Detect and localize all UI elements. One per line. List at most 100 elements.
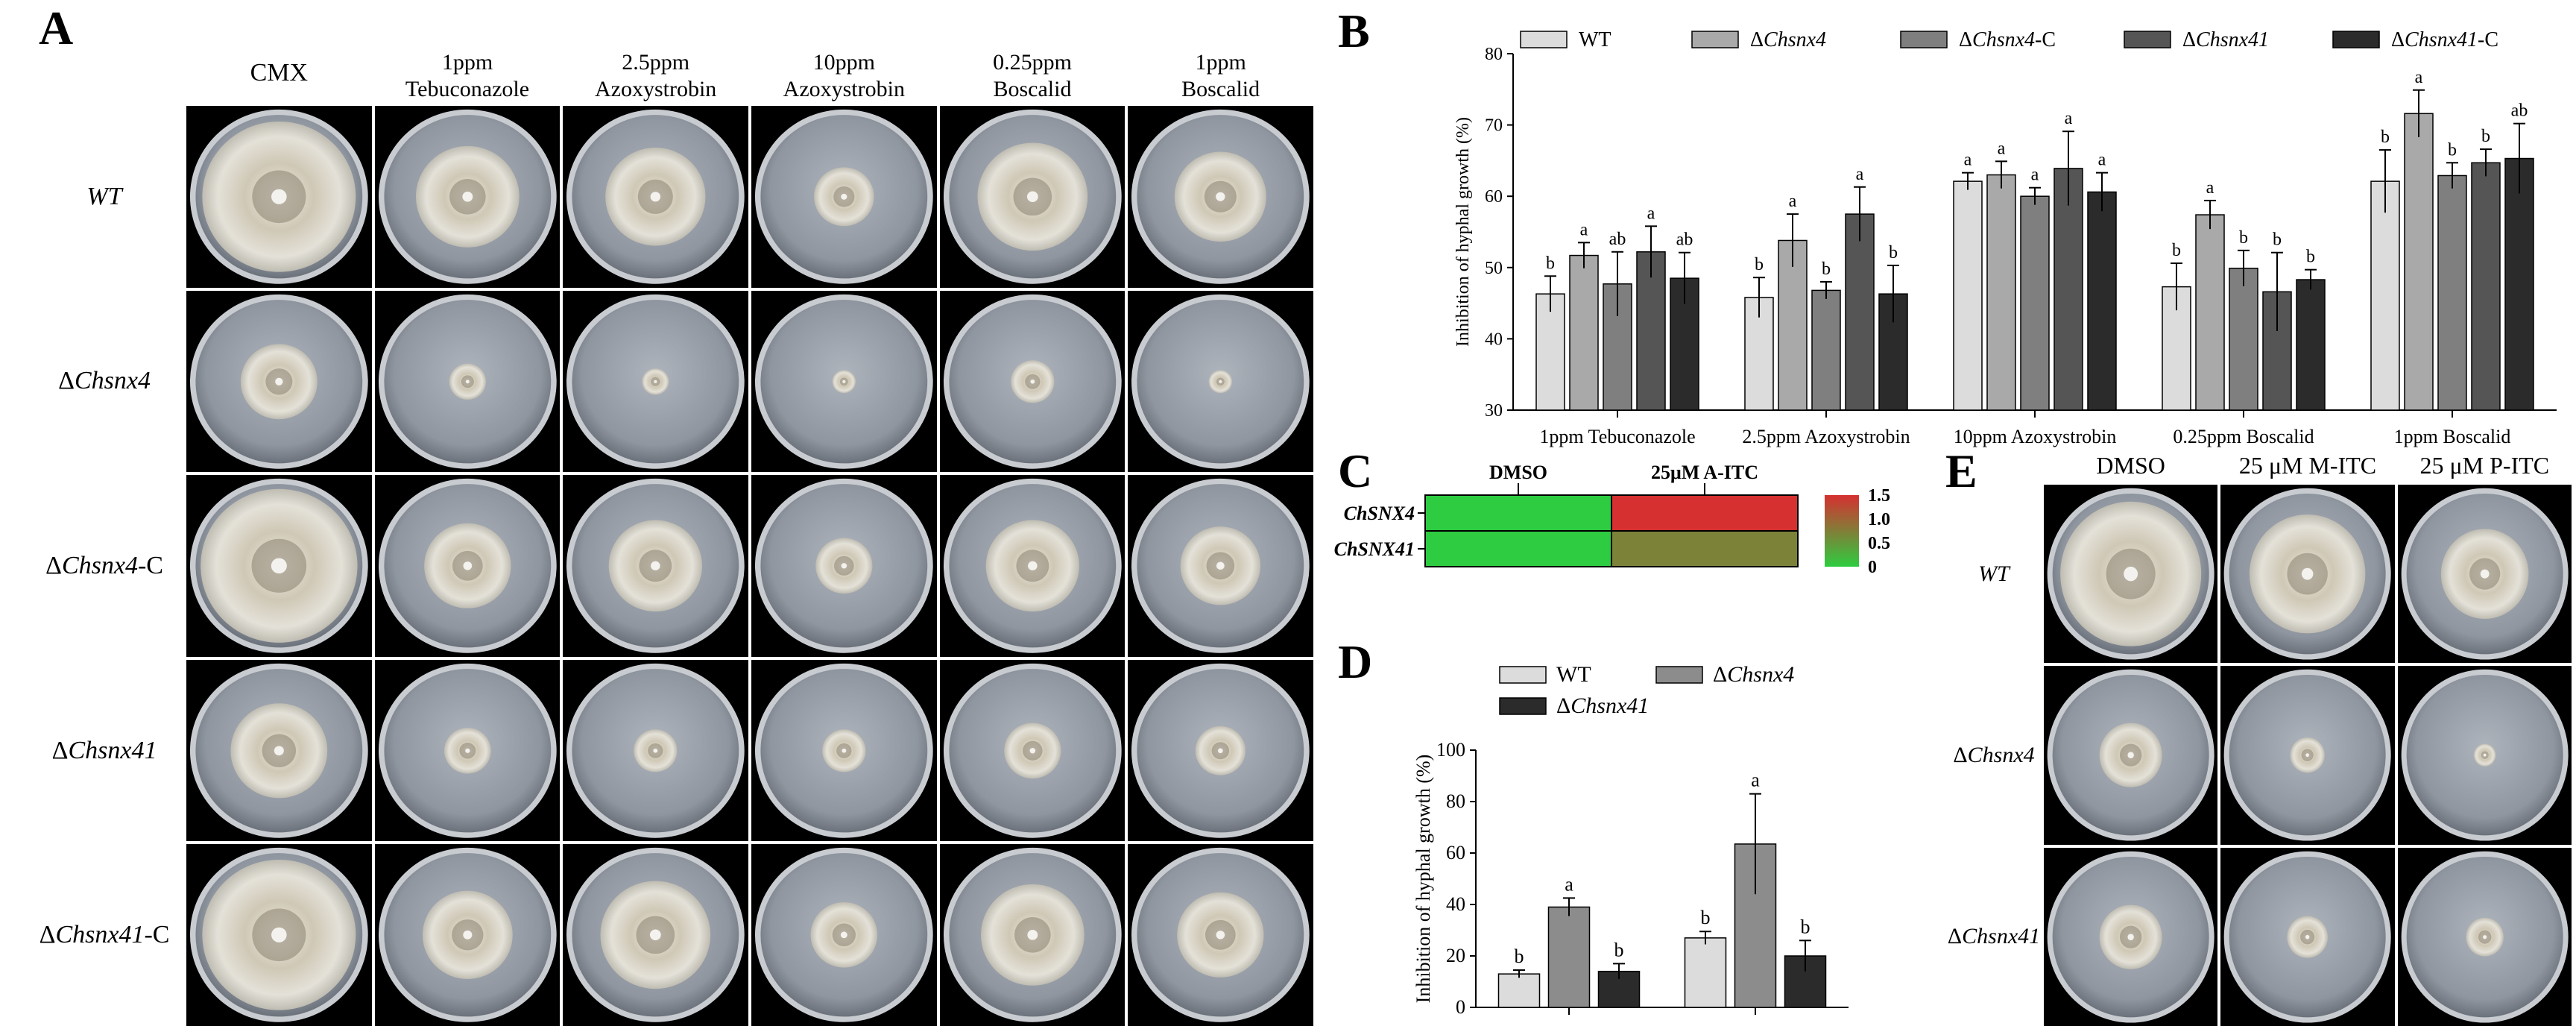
panel-a-plate bbox=[751, 659, 937, 842]
row-label-name: Chsnx4 bbox=[1967, 743, 2035, 767]
panel-e-plate bbox=[2220, 847, 2395, 1026]
panel-letter-d: D bbox=[1338, 635, 1373, 688]
plug bbox=[462, 192, 473, 202]
significance-letter: a bbox=[2065, 109, 2073, 128]
panel-a-plate bbox=[563, 290, 748, 473]
plug bbox=[1027, 930, 1038, 940]
panel-a-plate bbox=[939, 475, 1126, 657]
bar bbox=[1497, 973, 1541, 1008]
bar bbox=[2471, 162, 2501, 411]
panel-a-plate bbox=[563, 659, 748, 842]
significance-letter: a bbox=[1964, 151, 1972, 170]
column-label-line1: 1ppm bbox=[1195, 50, 1246, 75]
significance-letter: b bbox=[1822, 259, 1831, 279]
bar bbox=[1684, 937, 1727, 1008]
column-label-line2: Tebuconazole bbox=[405, 77, 530, 101]
plug bbox=[2127, 934, 2134, 940]
color-scale-label: 1.5 bbox=[1868, 486, 1890, 506]
x-tick-label: 10ppm Azoxystrobin bbox=[1954, 426, 2117, 447]
significance-letter: a bbox=[1789, 192, 1797, 211]
plug bbox=[2480, 569, 2490, 579]
panel-a-plate bbox=[939, 106, 1126, 288]
row-label-prefix: Δ bbox=[45, 552, 62, 579]
significance-letter: ab bbox=[2511, 101, 2528, 121]
panel-a-plate bbox=[186, 475, 372, 657]
row-label-prefix: Δ bbox=[1947, 924, 1963, 949]
legend-swatch bbox=[1520, 31, 1568, 48]
row-label-name: Chsnx4 bbox=[61, 552, 138, 579]
plug bbox=[651, 561, 660, 571]
y-tick-label: 50 bbox=[1485, 259, 1503, 278]
panel-e-plate bbox=[2044, 485, 2218, 664]
panel-a-plate bbox=[563, 475, 748, 657]
panel-a-plate bbox=[563, 844, 748, 1026]
column-label-line1: 10ppm bbox=[812, 50, 875, 75]
panel-a-column-label: 2.5ppm Azoxystrobin bbox=[561, 49, 750, 103]
color-scale-label: 0.5 bbox=[1868, 534, 1890, 553]
panel-a-row-label: ΔChsnx41-C bbox=[22, 920, 186, 950]
bar bbox=[1784, 955, 1827, 1008]
plug bbox=[1026, 191, 1038, 203]
bar bbox=[1535, 293, 1565, 411]
significance-letter: b bbox=[2306, 248, 2315, 267]
row-label-prefix: Δ bbox=[39, 921, 56, 949]
panel-e-row-label: WT bbox=[1945, 559, 2042, 589]
panel-e-plate bbox=[2220, 666, 2395, 845]
plug bbox=[2127, 752, 2134, 759]
panel-a-plate bbox=[186, 106, 372, 288]
bar bbox=[2437, 174, 2467, 411]
panel-letter-a: A bbox=[39, 1, 74, 54]
significance-letter: b bbox=[2481, 127, 2490, 146]
row-label-name: Chsnx41 bbox=[1962, 924, 2041, 949]
plug bbox=[2124, 566, 2138, 582]
significance-letter: b bbox=[1801, 916, 1811, 937]
panel-a-plate bbox=[939, 659, 1126, 842]
panel-b-bar-chart: WT ΔChsnx4 ΔChsnx4-C ΔChsnx41 ΔChsnx41-C 30 40… bbox=[1453, 28, 2557, 447]
panel-e-column-label: 25 μM P-ITC bbox=[2419, 452, 2550, 479]
plug bbox=[1216, 192, 1225, 201]
legend-label: ΔChsnx4-C bbox=[1959, 28, 2056, 51]
legend-label: ΔChsnx41-C bbox=[2391, 28, 2498, 51]
plug bbox=[2482, 934, 2487, 939]
plug bbox=[2305, 753, 2310, 758]
significance-letter: ab bbox=[1609, 230, 1626, 249]
y-tick-label: 100 bbox=[1436, 739, 1465, 761]
x-tick-label: 1ppm Tebuconazole bbox=[1539, 426, 1695, 447]
significance-letter: b bbox=[2381, 128, 2390, 147]
panel-letter-e: E bbox=[1945, 444, 1977, 497]
panel-a-plate bbox=[751, 475, 937, 657]
bar bbox=[2053, 168, 2083, 411]
bar bbox=[2229, 268, 2258, 411]
row-label-prefix: Δ bbox=[58, 367, 75, 395]
panel-a-plate bbox=[1128, 290, 1313, 473]
heatmap-cell bbox=[1611, 530, 1799, 567]
plug bbox=[275, 377, 283, 386]
column-label-line1: 1ppm bbox=[441, 50, 493, 75]
legend-swatch bbox=[2124, 31, 2171, 48]
panel-a-plate bbox=[186, 844, 372, 1026]
row-label-name: Chsnx4 bbox=[74, 367, 151, 395]
row-label-suffix: -C bbox=[137, 552, 163, 579]
plug bbox=[841, 563, 847, 569]
plug bbox=[274, 746, 284, 755]
panel-a-plate bbox=[751, 844, 937, 1026]
legend-label: WT bbox=[1579, 28, 1611, 51]
bar bbox=[1636, 251, 1666, 411]
plug bbox=[465, 379, 470, 383]
legend-swatch bbox=[1900, 31, 1948, 48]
plug bbox=[2483, 754, 2487, 757]
panel-a-plate bbox=[374, 659, 561, 842]
legend-swatch bbox=[1499, 666, 1547, 684]
panel-a-column-label: 1ppm Boscalid bbox=[1126, 49, 1315, 103]
x-tick-label: 2.5ppm Azoxystrobin bbox=[1742, 426, 1910, 447]
plug bbox=[1218, 748, 1224, 753]
plug bbox=[462, 931, 473, 940]
panel-e-plate bbox=[2397, 847, 2572, 1026]
significance-letter: b bbox=[2239, 228, 2248, 248]
panel-a-plate bbox=[751, 290, 937, 473]
y-tick-label: 30 bbox=[1485, 401, 1503, 421]
bar bbox=[1986, 174, 2016, 411]
plug bbox=[463, 561, 472, 570]
legend-swatch bbox=[1499, 697, 1547, 715]
significance-letter: a bbox=[1998, 139, 2006, 158]
